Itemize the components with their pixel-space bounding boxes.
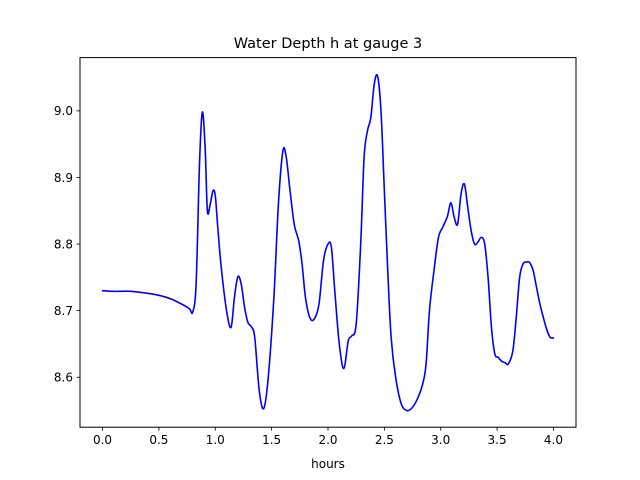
series-group [101,73,555,412]
x-tick-label: 0.0 [93,433,112,447]
y-tick-label: 8.7 [54,304,73,318]
plot-area-frame [79,57,577,428]
x-tick-label: 1.0 [206,433,225,447]
x-tick-label: 2.0 [318,433,337,447]
x-axis-ticks: 0.0 0.5 1.0 1.5 2.0 2.5 3.0 3.5 4.0 [93,427,563,447]
x-tick-label: 2.5 [375,433,394,447]
series-line-0 [101,73,555,412]
x-tick-label: 4.0 [544,433,563,447]
y-tick-label: 8.9 [54,171,73,185]
x-tick-label: 0.5 [149,433,168,447]
x-tick-label: 3.5 [488,433,507,447]
x-tick-label: 1.5 [262,433,281,447]
y-tick-label: 8.6 [54,371,73,385]
y-axis-ticks: 8.6 8.7 8.8 8.9 9.0 [54,104,80,385]
y-tick-label: 8.8 [54,237,73,251]
chart-title: Water Depth h at gauge 3 [234,36,422,52]
x-tick-label: 3.0 [431,433,450,447]
x-axis-label: hours [311,457,345,471]
y-tick-label: 9.0 [54,104,73,118]
